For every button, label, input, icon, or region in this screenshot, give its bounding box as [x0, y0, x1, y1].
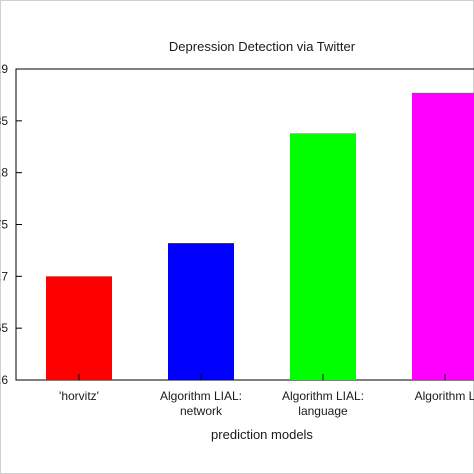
y-tick-label: .7	[0, 269, 8, 283]
bars-group	[46, 92, 474, 381]
bar	[46, 276, 112, 380]
y-tick-label: .6	[0, 373, 8, 387]
x-tick-label: Algorithm L	[415, 389, 474, 403]
y-tick-label: .9	[0, 62, 8, 76]
x-tick-label: 'horvitz'	[59, 389, 99, 403]
bar	[412, 92, 474, 381]
chart-title: Depression Detection via Twitter	[169, 39, 356, 54]
x-axis: 'horvitz' Algorithm LIAL:networkAlgorithm…	[59, 374, 474, 418]
x-tick-label: Algorithm LIAL:	[160, 389, 242, 403]
x-tick-label: Algorithm LIAL:	[282, 389, 364, 403]
y-tick-label: .65	[0, 321, 8, 335]
bar	[290, 133, 356, 380]
y-axis: .9 .85 .8 .75 .7 .65 .6	[0, 62, 22, 387]
x-axis-label: prediction models	[211, 427, 313, 442]
y-tick-label: .85	[0, 114, 8, 128]
y-tick-label: .8	[0, 166, 8, 180]
x-tick-label: language	[298, 404, 348, 418]
bar	[168, 243, 234, 380]
x-tick-label: network	[180, 404, 223, 418]
y-tick-label: .75	[0, 218, 8, 232]
